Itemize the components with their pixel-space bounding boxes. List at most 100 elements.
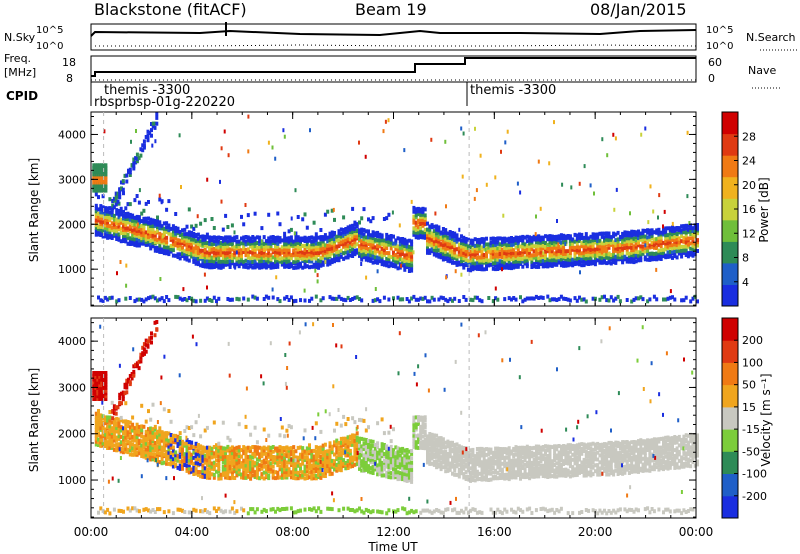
heatmap-cell bbox=[226, 244, 230, 249]
heatmap-cell bbox=[289, 256, 293, 261]
heatmap-cell bbox=[314, 235, 318, 240]
heatmap-cell bbox=[240, 475, 243, 480]
heatmap-cell bbox=[430, 223, 434, 228]
heatmap-cell bbox=[142, 139, 146, 144]
heatmap-cell bbox=[625, 259, 629, 264]
heatmap-cell bbox=[292, 510, 296, 515]
heatmap-cell bbox=[158, 193, 161, 198]
heatmap-cell bbox=[446, 241, 450, 246]
heatmap-cell bbox=[217, 450, 221, 455]
heatmap-cell bbox=[187, 458, 191, 463]
heatmap-cell bbox=[135, 231, 139, 236]
heatmap-cell bbox=[335, 296, 339, 301]
heatmap-cell bbox=[112, 225, 116, 230]
heatmap-cell bbox=[453, 463, 457, 468]
heatmap-cell bbox=[516, 251, 520, 256]
heatmap-cell bbox=[584, 247, 588, 252]
heatmap-cell bbox=[546, 257, 550, 262]
heatmap-cell bbox=[353, 244, 357, 249]
heatmap-cell bbox=[310, 507, 314, 512]
heatmap-cell bbox=[337, 445, 341, 450]
heatmap-cell bbox=[135, 194, 139, 198]
heatmap-cell bbox=[317, 475, 321, 479]
heatmap-cell bbox=[242, 445, 246, 450]
heatmap-cell bbox=[226, 225, 230, 229]
heatmap-cell bbox=[280, 260, 284, 265]
heatmap-cell bbox=[367, 217, 370, 222]
heatmap-cell bbox=[192, 455, 196, 460]
heatmap-cell bbox=[226, 241, 230, 246]
heatmap-cell bbox=[373, 452, 377, 457]
heatmap-cell bbox=[662, 224, 664, 229]
heatmap-cell bbox=[571, 263, 575, 268]
heatmap-cell bbox=[453, 466, 457, 471]
heatmap-cell bbox=[294, 238, 298, 243]
heatmap-cell bbox=[346, 225, 350, 230]
colorbar-swatch bbox=[722, 198, 738, 221]
heatmap-cell bbox=[235, 509, 239, 514]
heatmap-cell bbox=[233, 262, 237, 267]
heatmap-cell bbox=[283, 261, 287, 266]
heatmap-cell bbox=[151, 427, 155, 432]
heatmap-cell bbox=[557, 242, 560, 247]
heatmap-cell bbox=[122, 237, 125, 242]
heatmap-cell bbox=[471, 298, 475, 303]
freq-unit: [MHz] bbox=[4, 66, 36, 79]
heatmap-cell bbox=[444, 139, 447, 144]
heatmap-cell bbox=[566, 263, 570, 268]
heatmap-cell bbox=[258, 245, 262, 250]
heatmap-cell bbox=[403, 448, 407, 453]
heatmap-cell bbox=[389, 246, 393, 251]
heatmap-cell bbox=[149, 454, 153, 459]
heatmap-cell bbox=[96, 187, 100, 193]
heatmap-cell bbox=[253, 255, 257, 260]
heatmap-cell bbox=[387, 459, 391, 464]
heatmap-cell bbox=[171, 445, 175, 450]
heatmap-cell bbox=[230, 242, 234, 247]
heatmap-cell bbox=[351, 223, 355, 228]
heatmap-cell bbox=[312, 244, 316, 249]
heatmap-cell bbox=[403, 465, 407, 470]
heatmap-cell bbox=[441, 460, 445, 465]
heatmap-cell bbox=[441, 227, 445, 231]
heatmap-cell bbox=[110, 434, 114, 439]
heatmap-cell bbox=[199, 239, 203, 244]
heatmap-cell bbox=[228, 297, 232, 302]
heatmap-cell bbox=[144, 221, 148, 226]
nsearch-label: N.Search bbox=[746, 31, 796, 44]
heatmap-cell bbox=[296, 253, 300, 257]
heatmap-cell bbox=[344, 453, 348, 458]
heatmap-cell bbox=[137, 215, 141, 220]
heatmap-cell bbox=[376, 450, 380, 455]
heatmap-cell bbox=[264, 252, 268, 257]
heatmap-cell bbox=[292, 472, 296, 477]
heatmap-cell bbox=[174, 294, 178, 299]
heatmap-cell bbox=[271, 295, 275, 300]
heatmap-cell bbox=[292, 449, 296, 454]
heatmap-cell bbox=[455, 461, 459, 466]
heatmap-cell bbox=[407, 269, 411, 273]
heatmap-cell bbox=[128, 443, 132, 448]
heatmap-cell bbox=[344, 247, 348, 252]
heatmap-cell bbox=[117, 218, 121, 223]
heatmap-cell bbox=[199, 444, 203, 449]
heatmap-cell bbox=[271, 449, 275, 454]
heatmap-cell bbox=[593, 240, 597, 245]
heatmap-cell bbox=[194, 223, 198, 228]
heatmap-cell bbox=[106, 230, 110, 234]
heatmap-cell bbox=[287, 229, 291, 234]
heatmap-cell bbox=[296, 265, 300, 270]
heatmap-cell bbox=[314, 256, 318, 261]
heatmap-cell bbox=[371, 439, 375, 444]
heatmap-cell bbox=[398, 473, 402, 478]
heatmap-cell bbox=[262, 241, 266, 246]
heatmap-cell bbox=[253, 265, 257, 270]
heatmap-cell bbox=[466, 237, 470, 242]
heatmap-cell bbox=[210, 464, 214, 469]
heatmap-cell bbox=[568, 260, 572, 265]
heatmap-cell bbox=[625, 298, 629, 302]
heatmap-cell bbox=[380, 452, 384, 457]
heatmap-cell bbox=[205, 250, 209, 255]
heatmap-cell bbox=[412, 421, 416, 426]
heatmap-cell bbox=[260, 244, 264, 249]
